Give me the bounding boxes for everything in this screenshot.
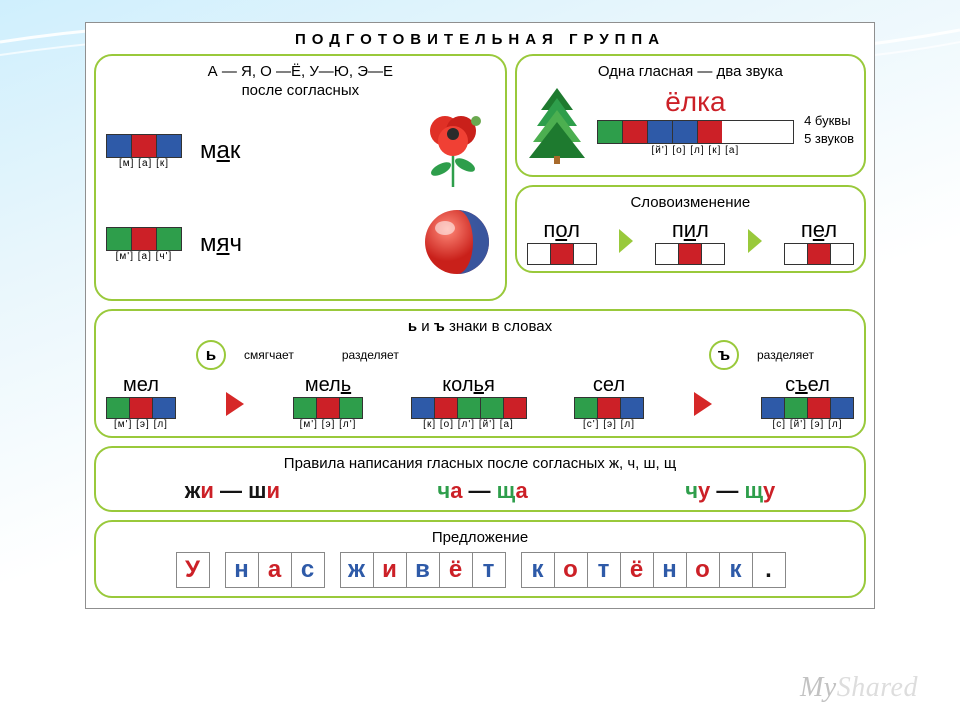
phon-row: [м'] [а] [ч'] — [106, 251, 182, 262]
panel2-heading: Одна гласная — два звука — [527, 63, 854, 82]
phon-row: [м] [а] [к] — [106, 158, 182, 169]
content-sheet: ПОДГОТОВИТЕЛЬНАЯ ГРУППА А — Я, О —Ё, У—Ю… — [85, 22, 875, 609]
sentence-cell: с — [291, 552, 325, 588]
chevron-icon — [619, 229, 633, 253]
sound-boxes — [293, 397, 363, 419]
phon-row: [к] [о] [л'] [й'] [а] — [411, 419, 527, 430]
sound-boxes — [574, 397, 644, 419]
sentence-cell: о — [686, 552, 720, 588]
main-title: ПОДГОТОВИТЕЛЬНАЯ ГРУППА — [94, 31, 866, 48]
watermark: MyShared — [800, 672, 918, 704]
panel-sentence: Предложение Унасживёткотёнок. — [94, 520, 866, 598]
sound-boxes — [106, 134, 182, 158]
ball-icon — [419, 204, 495, 280]
sentence-cell: в — [406, 552, 440, 588]
sound-boxes — [106, 397, 176, 419]
sentence-cell: н — [653, 552, 687, 588]
panel1-heading: А — Я, О —Ё, У—Ю, Э—Е после согласных — [106, 63, 495, 101]
sound-boxes — [527, 243, 597, 265]
sentence-cell: н — [225, 552, 259, 588]
hard-sign-label-1: разделяет — [757, 348, 814, 362]
rule: чу — щу — [685, 478, 775, 504]
panel3-heading: Словоизменение — [527, 194, 854, 213]
sentence-cell: к — [719, 552, 753, 588]
sentence-cell: . — [752, 552, 786, 588]
rule: жи — ши — [185, 478, 280, 504]
sentence-cell: о — [554, 552, 588, 588]
panel-signs: ь и ъ ь и ъ знаки в словахзнаки в словах… — [94, 309, 866, 439]
sentence-cell: и — [373, 552, 407, 588]
word: мяч — [200, 230, 242, 258]
panel5-heading: Правила написания гласных после согласны… — [106, 455, 854, 474]
sound-boxes — [655, 243, 725, 265]
word: мак — [200, 137, 240, 165]
word: мель — [293, 374, 363, 397]
phon-row: [с'] [э] [л] — [574, 419, 644, 430]
tree-icon — [527, 86, 587, 169]
panel4-heading: ь и ъ ь и ъ знаки в словахзнаки в словах — [106, 318, 854, 337]
phon-row: [с] [й'] [э] [л] — [761, 419, 854, 430]
sentence-cell: т — [472, 552, 506, 588]
sound-boxes — [411, 397, 527, 419]
phon-row: [м'] [э] [л] — [106, 419, 176, 430]
soft-sign-icon: ь — [196, 340, 226, 370]
panel2-side-1: 4 буквы — [804, 112, 854, 130]
soft-sign-label-2: разделяет — [342, 348, 399, 362]
word: мел — [106, 374, 176, 397]
rule: ча — ща — [437, 478, 527, 504]
poppy-icon — [411, 107, 495, 191]
arrow-icon — [694, 392, 712, 416]
sound-boxes — [784, 243, 854, 265]
panel-word-change: Словоизменение пол пил пел — [515, 185, 866, 273]
sentence-cell: ё — [620, 552, 654, 588]
arrow-icon — [226, 392, 244, 416]
word: пел — [784, 217, 854, 243]
panel2-phon: [й'] [о] [л] [к] [а] — [597, 145, 794, 156]
sentence-cell: У — [176, 552, 210, 588]
sound-boxes — [597, 120, 794, 144]
sentence-cell: ё — [439, 552, 473, 588]
word: съел — [761, 374, 854, 397]
sentence-cell: ж — [340, 552, 374, 588]
sentence-cell: а — [258, 552, 292, 588]
panel-one-vowel-two-sounds: Одна гласная — два звука ёлка — [515, 54, 866, 177]
sentence-cell: т — [587, 552, 621, 588]
panel2-word: ёлка — [597, 86, 794, 118]
chevron-icon — [748, 229, 762, 253]
word: колья — [411, 374, 527, 397]
sentence-cell: к — [521, 552, 555, 588]
sound-boxes — [761, 397, 854, 419]
hard-sign-icon: ъ — [709, 340, 739, 370]
panel-spelling-rules: Правила написания гласных после согласны… — [94, 446, 866, 512]
sound-boxes — [106, 227, 182, 251]
panel6-heading: Предложение — [106, 529, 854, 548]
panel-vowel-pairs: А — Я, О —Ё, У—Ю, Э—Е после согласных [м… — [94, 54, 507, 301]
soft-sign-label-1: смягчает — [244, 348, 294, 362]
panel2-side-2: 5 звуков — [804, 130, 854, 148]
word: пол — [527, 217, 597, 243]
word: сел — [574, 374, 644, 397]
phon-row: [м'] [э] [л'] — [293, 419, 363, 430]
word: пил — [655, 217, 725, 243]
